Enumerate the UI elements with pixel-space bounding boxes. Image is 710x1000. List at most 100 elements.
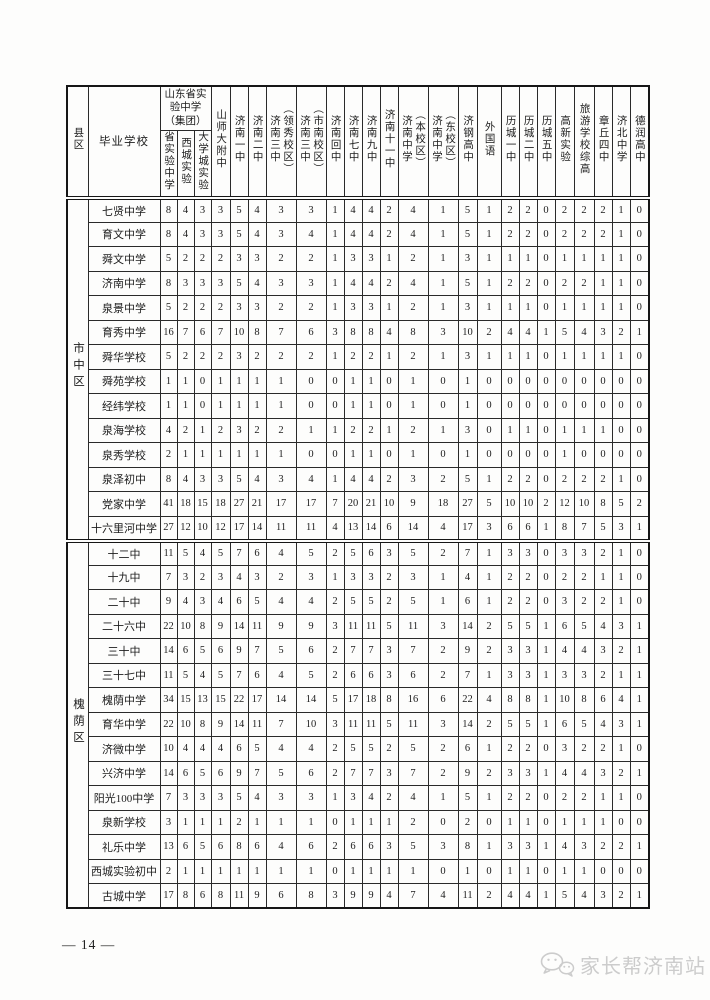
value-cell: 4 <box>265 589 297 615</box>
value-cell: 1 <box>573 417 595 443</box>
value-cell: 3 <box>229 417 249 443</box>
value-cell: 2 <box>379 195 399 223</box>
value-cell: 1 <box>536 883 556 909</box>
value-cell: 4 <box>229 564 249 590</box>
value-cell: 1 <box>295 858 327 884</box>
value-cell: 5 <box>229 466 249 492</box>
value-cell: 2 <box>573 195 595 223</box>
school-name-cell: 兴济中学 <box>87 760 161 786</box>
value-cell: 11 <box>265 515 297 541</box>
header-col-3-label: 济南三中 （领秀校区） <box>269 102 294 175</box>
value-cell: 3 <box>265 270 297 296</box>
value-cell: 10 <box>176 613 195 639</box>
value-cell: 4 <box>379 319 399 345</box>
value-cell: 1 <box>629 760 650 786</box>
value-cell: 4 <box>397 221 429 247</box>
value-cell: 3 <box>554 662 575 688</box>
school-name-cell: 阳光100中学 <box>87 785 161 811</box>
value-cell: 0 <box>573 393 595 419</box>
value-cell: 11 <box>343 613 363 639</box>
value-cell: 6 <box>247 538 267 566</box>
value-cell: 6 <box>229 589 249 615</box>
value-cell: 7 <box>361 760 381 786</box>
value-cell: 0 <box>427 809 459 835</box>
value-cell: 6 <box>427 687 459 713</box>
value-cell: 2 <box>397 344 429 370</box>
value-cell: 0 <box>295 393 327 419</box>
value-cell: 3 <box>295 564 327 590</box>
value-cell: 14 <box>229 711 249 737</box>
school-name-cell: 古城中学 <box>87 883 161 909</box>
value-cell: 1 <box>343 809 363 835</box>
value-cell: 1 <box>397 393 429 419</box>
value-cell: 2 <box>343 344 363 370</box>
value-cell: 6 <box>210 834 231 860</box>
value-cell: 3 <box>325 883 345 909</box>
header-col-4-label: 济南三中 （市南校区） <box>299 102 324 175</box>
value-cell: 4 <box>295 589 327 615</box>
value-cell: 6 <box>247 834 267 860</box>
header-col-15-label: 历城五中 <box>540 114 552 163</box>
value-cell: 2 <box>193 295 212 321</box>
value-cell: 1 <box>573 344 595 370</box>
value-cell: 1 <box>476 538 502 566</box>
value-cell: 2 <box>573 785 595 811</box>
value-cell: 5 <box>193 638 212 664</box>
value-cell: 2 <box>476 638 502 664</box>
table-row: 阳光100中学 7 3 3 3 5 4 3 3 1 3 4 2 4 1 5 1 2 2 0 2 2 1 1 0 <box>67 785 650 811</box>
header-col-8: 济南十一中 <box>379 85 399 198</box>
value-cell: 1 <box>325 785 345 811</box>
value-cell: 6 <box>176 760 195 786</box>
value-cell: 7 <box>247 760 267 786</box>
value-cell: 1 <box>229 393 249 419</box>
value-cell: 2 <box>518 736 538 762</box>
value-cell: 5 <box>159 246 178 272</box>
value-cell: 17 <box>229 515 249 541</box>
value-cell: 4 <box>295 221 327 247</box>
value-cell: 1 <box>427 564 459 590</box>
value-cell: 0 <box>379 368 399 394</box>
value-cell: 2 <box>325 638 345 664</box>
value-cell: 0 <box>593 393 613 419</box>
value-cell: 3 <box>176 564 195 590</box>
value-cell: 8 <box>397 319 429 345</box>
value-cell: 2 <box>554 195 575 223</box>
value-cell: 5 <box>397 834 429 860</box>
value-cell: 1 <box>427 221 459 247</box>
value-cell: 2 <box>629 491 650 517</box>
table-row: 育秀中学 16 7 6 7 10 8 7 6 3 8 8 4 8 3 10 2 4 4 1 5 4 3 2 1 <box>67 319 650 345</box>
value-cell: 3 <box>210 564 231 590</box>
value-cell: 8 <box>247 319 267 345</box>
value-cell: 3 <box>265 785 297 811</box>
value-cell: 4 <box>176 736 195 762</box>
value-cell: 6 <box>500 515 520 541</box>
value-cell: 2 <box>159 858 178 884</box>
value-cell: 4 <box>397 270 429 296</box>
value-cell: 4 <box>554 638 575 664</box>
school-name-cell: 济微中学 <box>87 736 161 762</box>
value-cell: 14 <box>247 515 267 541</box>
value-cell: 0 <box>629 295 650 321</box>
value-cell: 2 <box>193 246 212 272</box>
value-cell: 1 <box>629 613 650 639</box>
value-cell: 11 <box>361 613 381 639</box>
value-cell: 10 <box>500 491 520 517</box>
value-cell: 1 <box>536 515 556 541</box>
value-cell: 11 <box>397 613 429 639</box>
value-cell: 5 <box>265 638 297 664</box>
value-cell: 2 <box>427 538 459 566</box>
value-cell: 2 <box>500 785 520 811</box>
value-cell: 6 <box>176 834 195 860</box>
value-cell: 3 <box>427 834 459 860</box>
school-name-cell: 育文中学 <box>87 221 161 247</box>
value-cell: 4 <box>573 319 595 345</box>
value-cell: 6 <box>343 834 363 860</box>
value-cell: 2 <box>518 785 538 811</box>
value-cell: 2 <box>397 809 429 835</box>
value-cell: 2 <box>476 883 502 909</box>
value-cell: 2 <box>265 417 297 443</box>
value-cell: 1 <box>611 246 631 272</box>
value-cell: 1 <box>536 711 556 737</box>
table-row: 市中区 七贤中学 8 4 3 3 5 4 3 3 1 4 4 2 4 1 5 1 2 2 0 2 2 2 1 0 <box>66 195 650 541</box>
value-cell: 2 <box>518 270 538 296</box>
